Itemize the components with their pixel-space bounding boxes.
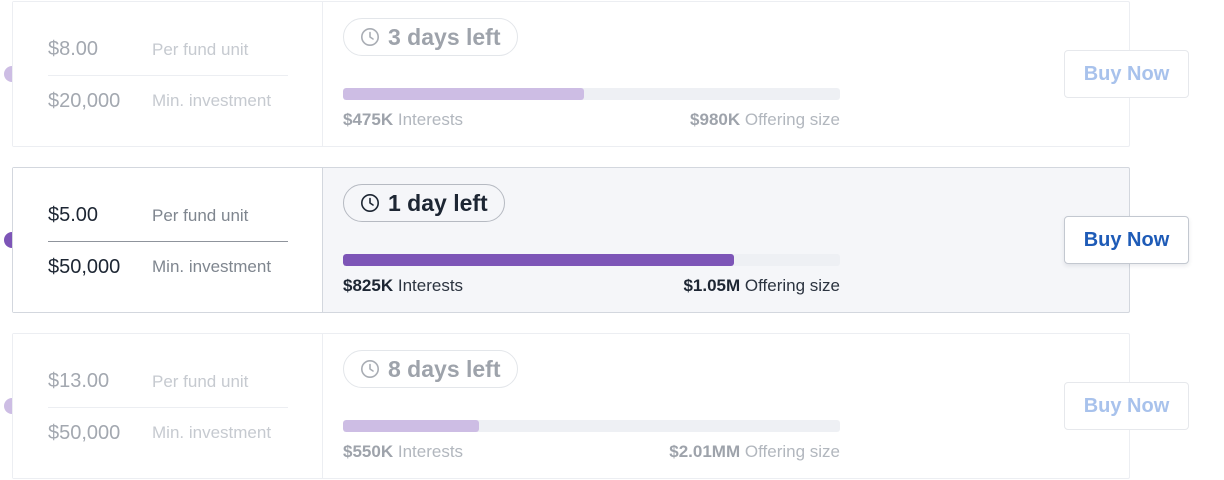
min-investment-row: $20,000 Min. investment xyxy=(48,76,288,126)
offering-metrics: $825K Interests $1.05M Offering size xyxy=(343,276,840,296)
progress-column: 3 days left $475K Interests $980K Offeri… xyxy=(323,2,1129,146)
time-left-badge: 3 days left xyxy=(343,18,518,56)
unit-price: $8.00 xyxy=(48,38,99,60)
offering-size-metric: $1.05M Offering size xyxy=(683,276,840,296)
interests-value: $550K xyxy=(343,442,394,461)
unit-price-label: Per fund unit xyxy=(152,371,249,391)
offering-size-value: $980K xyxy=(690,110,741,129)
interests-metric: $550K Interests xyxy=(343,442,463,462)
interests-value: $825K xyxy=(343,276,394,295)
time-left: 3 days left xyxy=(388,23,501,50)
interests-metric: $475K Interests xyxy=(343,110,463,130)
offering-size-label: Offering size xyxy=(744,276,840,295)
interests-metric: $825K Interests xyxy=(343,276,463,296)
offering-metrics: $550K Interests $2.01MM Offering size xyxy=(343,442,840,462)
unit-price-row: $13.00 Per fund unit xyxy=(48,356,288,408)
progress-column: 1 day left $825K Interests $1.05M Offeri… xyxy=(323,168,1129,312)
time-left-badge: 1 day left xyxy=(343,184,505,222)
price-column: $5.00 Per fund unit $50,000 Min. investm… xyxy=(13,168,323,312)
offering-size-value: $2.01MM xyxy=(669,442,741,461)
progress-fill xyxy=(343,88,585,100)
progress-fill xyxy=(343,254,734,266)
min-investment-row: $50,000 Min. investment xyxy=(48,242,288,292)
min-investment-label: Min. investment xyxy=(152,423,272,442)
min-investment-label: Min. investment xyxy=(152,91,272,110)
time-left: 1 day left xyxy=(388,189,488,216)
offer-row[interactable]: $5.00 Per fund unit $50,000 Min. investm… xyxy=(0,167,1224,313)
unit-price: $5.00 xyxy=(48,204,99,226)
offer-row[interactable]: $13.00 Per fund unit $50,000 Min. invest… xyxy=(0,333,1224,479)
interests-value: $475K xyxy=(343,110,394,129)
offering-size-label: Offering size xyxy=(744,110,840,129)
unit-price-row: $5.00 Per fund unit xyxy=(48,190,288,242)
unit-price: $13.00 xyxy=(48,370,110,392)
min-investment: $50,000 xyxy=(48,421,121,444)
interests-label: Interests xyxy=(397,276,464,295)
offering-metrics: $475K Interests $980K Offering size xyxy=(343,110,840,130)
min-investment: $20,000 xyxy=(48,89,121,112)
offer-row[interactable]: $8.00 Per fund unit $20,000 Min. investm… xyxy=(0,1,1224,147)
progress-fill xyxy=(343,420,480,432)
clock-icon xyxy=(361,28,379,46)
offering-size-value: $1.05M xyxy=(683,276,741,295)
unit-price-label: Per fund unit xyxy=(152,39,249,59)
unit-price-label: Per fund unit xyxy=(152,205,249,225)
offering-size-metric: $2.01MM Offering size xyxy=(669,442,840,462)
time-left-badge: 8 days left xyxy=(343,350,518,388)
buy-now-button[interactable]: Buy Now xyxy=(1064,216,1189,264)
time-left: 8 days left xyxy=(388,355,501,382)
buy-now-button[interactable]: Buy Now xyxy=(1064,50,1189,98)
min-investment-row: $50,000 Min. investment xyxy=(48,408,288,458)
offer-card: $13.00 Per fund unit $50,000 Min. invest… xyxy=(12,333,1130,479)
price-column: $13.00 Per fund unit $50,000 Min. invest… xyxy=(13,334,323,478)
clock-icon xyxy=(361,360,379,378)
price-column: $8.00 Per fund unit $20,000 Min. investm… xyxy=(13,2,323,146)
buy-now-button[interactable]: Buy Now xyxy=(1064,382,1189,430)
progress-column: 8 days left $550K Interests $2.01MM Offe… xyxy=(323,334,1129,478)
offer-card: $8.00 Per fund unit $20,000 Min. investm… xyxy=(12,1,1130,147)
progress-bar xyxy=(343,254,840,266)
interests-label: Interests xyxy=(397,442,464,461)
offering-size-metric: $980K Offering size xyxy=(690,110,840,130)
offer-card: $5.00 Per fund unit $50,000 Min. investm… xyxy=(12,167,1130,313)
unit-price-row: $8.00 Per fund unit xyxy=(48,24,288,76)
offering-size-label: Offering size xyxy=(744,442,840,461)
progress-bar xyxy=(343,88,840,100)
interests-label: Interests xyxy=(397,110,464,129)
min-investment: $50,000 xyxy=(48,255,121,278)
clock-icon xyxy=(361,194,379,212)
progress-bar xyxy=(343,420,840,432)
min-investment-label: Min. investment xyxy=(152,257,272,276)
